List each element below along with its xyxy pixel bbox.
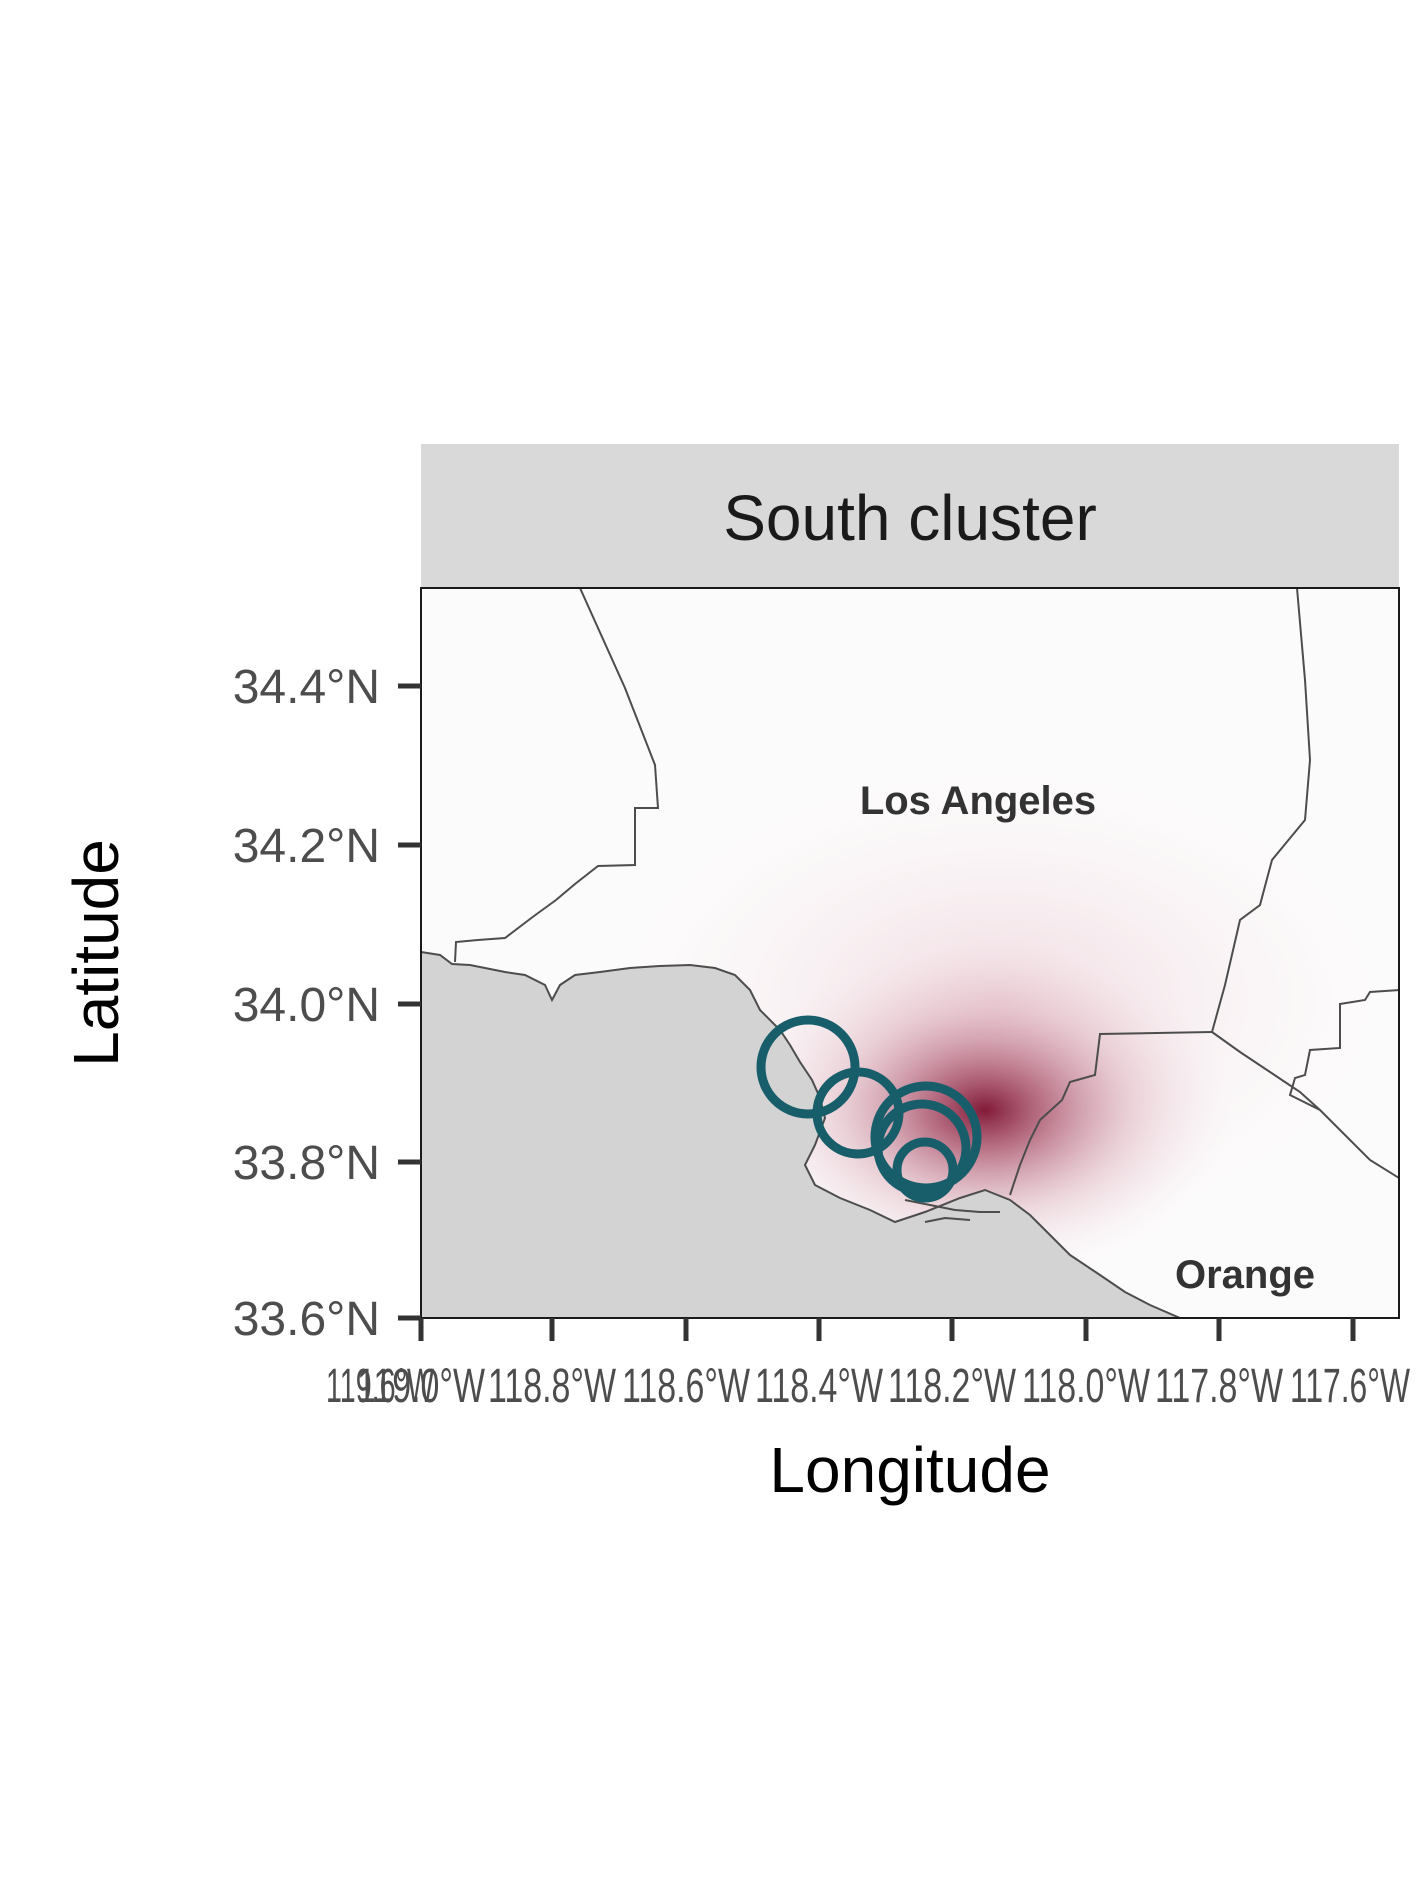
x-axis: 119.6°W 119.0°W 118.8°W 118.6°W 118.4°W … (326, 1318, 1410, 1506)
x-tick-label: 117.6°W (1290, 1360, 1410, 1413)
y-axis-title: Latitude (60, 839, 132, 1067)
y-tick-label-overlap: 33.6°N (233, 1293, 380, 1346)
y-tick-label: 34.0°N (233, 979, 380, 1032)
x-tick-label: 118.8°W (488, 1360, 616, 1413)
x-tick-label: 119.0°W (357, 1360, 485, 1413)
x-axis-title: Longitude (769, 1434, 1050, 1506)
y-tick-label: 34.2°N (233, 820, 380, 873)
county-boundary-orange-north (1211, 1031, 1321, 1111)
x-tick-label: 118.4°W (755, 1360, 883, 1413)
x-tick-label: 118.6°W (622, 1360, 750, 1413)
place-label-orange: Orange (1175, 1253, 1315, 1297)
x-tick-label: 117.8°W (1155, 1360, 1283, 1413)
cluster-circle-5 (892, 1137, 958, 1203)
x-tick-label-overlap: 119.6°W (326, 1360, 434, 1413)
x-tick-label: 118.0°W (1022, 1360, 1150, 1413)
place-label-los-angeles: Los Angeles (860, 779, 1096, 823)
ocean (421, 950, 1181, 1318)
cluster-circle-4 (873, 1099, 971, 1197)
county-boundary-san-bernardino (1211, 588, 1312, 1033)
map-panel (421, 588, 1399, 1318)
y-tick-label: 33.8°N (233, 1137, 380, 1190)
panel-border (420, 587, 1400, 1319)
county-boundary-riverside (1288, 989, 1399, 1179)
cluster-circles (756, 1015, 982, 1203)
y-tick-label: 34.4°N (233, 661, 380, 714)
y-axis: 34.4°N 34.2°N 34.0°N 33.8°N 33.6°N Latit… (60, 661, 421, 1346)
panel-strip (421, 444, 1399, 588)
county-boundary-ventura (454, 588, 660, 963)
x-tick-label: 118.2°W (888, 1360, 1016, 1413)
density-hotspot (735, 940, 1235, 1280)
harbor (904, 1199, 1000, 1223)
county-boundary-la-orange (1009, 1031, 1213, 1196)
cluster-circle-1 (756, 1015, 860, 1119)
panel-title: South cluster (723, 482, 1097, 554)
